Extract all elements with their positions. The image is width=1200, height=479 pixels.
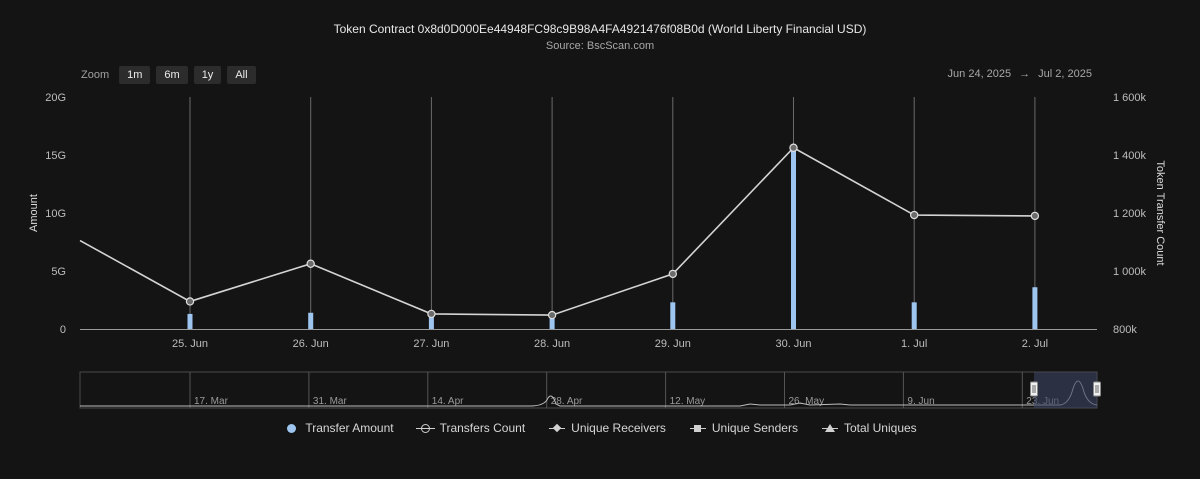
right-y-tick-label: 800k <box>1113 324 1137 336</box>
transfer-amount-bar <box>187 313 193 329</box>
transfers-count-point <box>1030 211 1040 221</box>
transfer-amount-bar <box>670 302 676 329</box>
left-y-tick-label: 5G <box>51 266 66 278</box>
transfers-count-point <box>547 310 557 320</box>
x-tick-label: 25. Jun <box>172 338 208 350</box>
right-y-tick-label: 1 200k <box>1113 208 1147 220</box>
date-range: Jun 24, 2025 → Jul 2, 2025 <box>948 68 1092 80</box>
transfers-count-point <box>185 297 195 306</box>
navigator-date-label: 28. Apr <box>551 396 583 407</box>
transfers-count-point <box>427 309 436 319</box>
transfers-count-point <box>910 210 919 220</box>
range-from[interactable]: Jun 24, 2025 <box>947 68 1012 80</box>
zoom-6m-button[interactable]: 6m <box>156 66 188 84</box>
circle-icon <box>286 423 296 433</box>
triangle-marker-icon <box>824 424 835 432</box>
chart-title: Token Contract 0x8d0D000Ee44948FC98c9B98… <box>333 22 867 36</box>
right-y-axis-title: Token Transfer Count <box>1154 160 1166 265</box>
diamond-marker-icon <box>552 423 562 433</box>
zoom-controls: Zoom 1m 6m 1y All <box>81 66 256 84</box>
navigator-selection <box>1034 372 1097 408</box>
ring-marker-icon <box>416 423 436 433</box>
zoom-all-button[interactable]: All <box>227 66 256 84</box>
axes: 0 5G 10G 15G 20G 800k 1 000k 1 200k 1 400k 1 600k… <box>28 92 1166 350</box>
square-marker-icon <box>694 424 702 432</box>
transfers-count-path <box>79 146 1035 316</box>
x-tick-label: 27. Jun <box>413 338 449 350</box>
legend-item-transfers-count[interactable]: Transfers Count <box>416 421 526 435</box>
transfer-amount-bar <box>308 312 314 329</box>
navigator-frame <box>79 371 1098 409</box>
chart-subtitle: Source: BscScan.com <box>545 40 655 52</box>
left-y-tick-label: 0 <box>60 324 66 336</box>
navigator-date-label: 9. Jun <box>907 396 934 407</box>
legend: Transfer Amount Transfers Count Unique R… <box>0 421 1200 435</box>
transfers-count-point <box>306 259 315 268</box>
navigator-date-label: 26. May <box>789 396 825 407</box>
transfer-amount-bar <box>791 145 796 329</box>
navigator-date-label: 31. Mar <box>313 396 348 407</box>
transfer-amount-bar <box>1032 287 1038 329</box>
legend-label: Unique Receivers <box>571 421 666 435</box>
transfer-amount-bar <box>911 302 917 329</box>
navigator-handle[interactable] <box>1030 381 1038 397</box>
left-y-tick-label: 20G <box>45 92 66 104</box>
legend-item-transfer-amount[interactable]: Transfer Amount <box>283 421 394 435</box>
right-y-tick-label: 1 600k <box>1113 92 1147 104</box>
x-tick-label: 28. Jun <box>534 338 570 350</box>
legend-label: Unique Senders <box>711 421 798 435</box>
transfer-amount-bars <box>187 145 1038 329</box>
right-y-tick-label: 1 400k <box>1113 150 1147 162</box>
transfers-count-point <box>668 269 678 279</box>
left-y-axis-title: Amount <box>28 194 40 232</box>
navigator-handle[interactable] <box>1093 381 1101 397</box>
legend-label: Transfer Amount <box>305 421 394 435</box>
x-tick-label: 30. Jun <box>775 338 811 350</box>
navigator[interactable]: 17. Mar 31. Mar 14. Apr 28. Apr 12. May 26. M… <box>79 371 1101 409</box>
transfers-count-line <box>79 143 1040 320</box>
zoom-1y-button[interactable]: 1y <box>193 66 222 84</box>
range-to[interactable]: Jul 2, 2025 <box>1038 68 1092 80</box>
navigator-date-label: 14. Apr <box>432 396 464 407</box>
x-tick-label: 26. Jun <box>293 338 329 350</box>
legend-label: Transfers Count <box>439 421 526 435</box>
transfer-amount-bar <box>428 315 434 329</box>
range-arrow: → <box>1019 68 1031 80</box>
legend-item-unique-receivers[interactable]: Unique Receivers <box>549 421 666 435</box>
left-y-tick-label: 15G <box>45 150 66 162</box>
right-y-tick-label: 1 000k <box>1113 266 1147 278</box>
navigator-date-label: 12. May <box>670 396 706 407</box>
x-tick-label: 2. Jul <box>1022 338 1048 350</box>
legend-item-total-uniques[interactable]: Total Uniques <box>821 421 917 435</box>
legend-item-unique-senders[interactable]: Unique Senders <box>689 421 798 435</box>
zoom-label: Zoom <box>81 69 110 81</box>
left-y-tick-label: 10G <box>45 208 66 220</box>
navigator-series <box>80 380 1098 407</box>
transfer-amount-bar <box>549 316 555 329</box>
x-tick-label: 1. Jul <box>901 338 927 350</box>
legend-label: Total Uniques <box>843 421 917 435</box>
zoom-1m-button[interactable]: 1m <box>119 66 151 84</box>
navigator-date-label: 17. Mar <box>194 396 229 407</box>
transfers-count-point <box>789 143 798 152</box>
x-tick-label: 29. Jun <box>655 338 691 350</box>
